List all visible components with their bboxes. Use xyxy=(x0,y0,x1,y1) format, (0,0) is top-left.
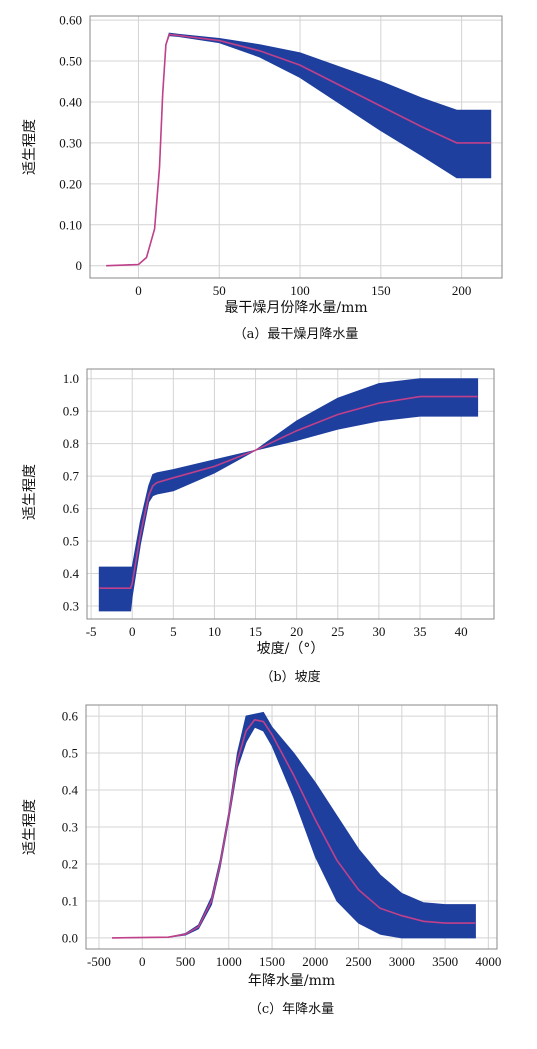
y-axis-label: 适生程度 xyxy=(22,799,38,855)
x-tick-label: 3000 xyxy=(389,954,415,969)
y-tick-label: 0.3 xyxy=(63,599,79,614)
y-tick-label: 0.4 xyxy=(62,783,79,798)
y-tick-label: 0.10 xyxy=(59,217,82,232)
x-axis-label: 最干燥月份降水量/mm xyxy=(224,300,367,316)
x-tick-label: 50 xyxy=(213,283,226,298)
x-tick-label: 15 xyxy=(249,624,262,639)
panel-b: -5 0 5 10 15 20 25 30 35 40 0.3 0.4 0.5 0.6 0.7 0.8 0.9 1… xyxy=(0,355,537,690)
x-tick-label: 5 xyxy=(170,624,177,639)
x-tick-label: 2500 xyxy=(346,954,372,969)
x-tick-label: 20 xyxy=(290,624,303,639)
confidence-band xyxy=(98,378,479,612)
x-tick-label: 150 xyxy=(371,283,391,298)
x-tick-label: 1500 xyxy=(259,954,285,969)
x-tick-label: 40 xyxy=(455,624,468,639)
x-tick-label: 30 xyxy=(372,624,385,639)
mean-response-line xyxy=(99,395,478,589)
x-tick-label: 500 xyxy=(176,954,196,969)
y-tick-label: 0.5 xyxy=(62,746,78,761)
y-axis-label: 适生程度 xyxy=(22,119,38,175)
x-tick-label: 10 xyxy=(208,624,221,639)
y-tick-label: 0.40 xyxy=(59,94,82,109)
y-tick-label: 0.3 xyxy=(62,820,78,835)
plot-frame xyxy=(85,704,498,950)
plot-frame xyxy=(86,368,495,620)
mean-response-line xyxy=(111,718,476,939)
x-tick-label: 4000 xyxy=(475,954,501,969)
panel-c: -500 0 500 1000 1500 2000 2500 3000 3500 4000 0.0 0… xyxy=(0,695,537,1049)
x-tick-label: 3500 xyxy=(432,954,458,969)
x-tick-label: -500 xyxy=(87,954,111,969)
y-tick-label: 0.1 xyxy=(62,893,78,908)
y-tick-label: 0.4 xyxy=(63,566,80,581)
x-tick-label: 25 xyxy=(331,624,344,639)
x-axis-label: 年降水量/mm xyxy=(248,973,335,989)
figure-caption: （a）最干燥月降水量 xyxy=(234,327,359,342)
x-tick-label: 200 xyxy=(452,283,472,298)
y-tick-label: 0.8 xyxy=(63,436,79,451)
x-tick-label: 1000 xyxy=(216,954,242,969)
y-tick-label: 0.7 xyxy=(63,469,80,484)
y-tick-label: 0.2 xyxy=(62,856,78,871)
chart-c: -500 0 500 1000 1500 2000 2500 3000 3500 4000 0.0 0… xyxy=(22,704,501,1017)
y-tick-label: 0.5 xyxy=(63,534,79,549)
y-tick-label: 0.60 xyxy=(59,13,82,28)
y-axis-label: 适生程度 xyxy=(22,464,38,520)
x-tick-label: 35 xyxy=(414,624,427,639)
x-tick-label: 0 xyxy=(139,954,146,969)
y-tick-label: 0 xyxy=(76,258,83,273)
y-tick-label: 0.0 xyxy=(62,930,78,945)
figure-caption: （c）年降水量 xyxy=(249,1002,334,1017)
y-tick-label: 0.30 xyxy=(59,135,82,150)
chart-a: 0 50 100 150 200 0 0.10 0.20 0.30 0.40 0.50 0.60 最干燥… xyxy=(22,13,503,342)
x-tick-label: -5 xyxy=(86,624,97,639)
figure-caption: （b）坡度 xyxy=(260,669,320,685)
y-tick-label: 0.20 xyxy=(59,176,82,191)
x-tick-label: 2000 xyxy=(302,954,328,969)
x-tick-label: 0 xyxy=(129,624,136,639)
y-tick-label: 0.50 xyxy=(59,54,82,69)
y-tick-label: 0.6 xyxy=(63,501,80,516)
plot-frame xyxy=(89,15,503,279)
x-tick-label: 100 xyxy=(290,283,310,298)
mean-response-line xyxy=(106,33,491,267)
confidence-band xyxy=(111,711,476,939)
chart-b: -5 0 5 10 15 20 25 30 35 40 0.3 0.4 0.5 0.6 0.7 0.8 0.9 1… xyxy=(22,368,495,685)
y-tick-label: 0.9 xyxy=(63,404,79,419)
panel-a: 0 50 100 150 200 0 0.10 0.20 0.30 0.40 0.50 0.60 最干燥… xyxy=(0,0,537,345)
y-tick-label: 1.0 xyxy=(63,371,79,386)
y-tick-label: 0.6 xyxy=(62,709,79,724)
x-axis-label: 坡度/（°） xyxy=(257,641,325,657)
x-tick-label: 0 xyxy=(135,283,142,298)
